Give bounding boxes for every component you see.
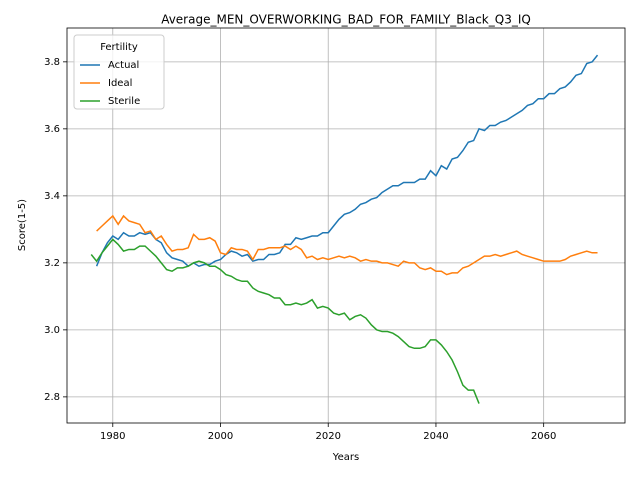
y-tick-label: 3.0	[44, 325, 60, 336]
series-line	[96, 214, 598, 276]
legend-box	[73, 34, 165, 110]
legend-title: Fertility	[100, 42, 138, 53]
legend-label: Ideal	[108, 78, 132, 89]
x-axis-label: Years	[332, 452, 359, 463]
y-tick-label: 3.8	[44, 57, 60, 68]
plot-frame	[66, 27, 626, 424]
x-tick-label: 1980	[100, 431, 125, 442]
x-tick-label: 2040	[423, 431, 448, 442]
series-line	[95, 54, 599, 268]
x-tick-label: 2020	[315, 431, 340, 442]
x-tick-label: 2000	[208, 431, 233, 442]
x-tick-label: 2060	[531, 431, 556, 442]
y-tick-label: 2.8	[44, 392, 60, 403]
y-tick-label: 3.4	[44, 191, 60, 202]
y-tick-label: 3.2	[44, 258, 60, 269]
legend-label: Actual	[108, 60, 139, 71]
legend-label: Sterile	[108, 96, 140, 107]
y-tick-label: 3.6	[44, 124, 60, 135]
y-axis-label: Score(1-5)	[17, 199, 28, 251]
chart-title: Average_MEN_OVERWORKING_BAD_FOR_FAMILY_B…	[161, 13, 531, 27]
series-line	[90, 238, 480, 404]
